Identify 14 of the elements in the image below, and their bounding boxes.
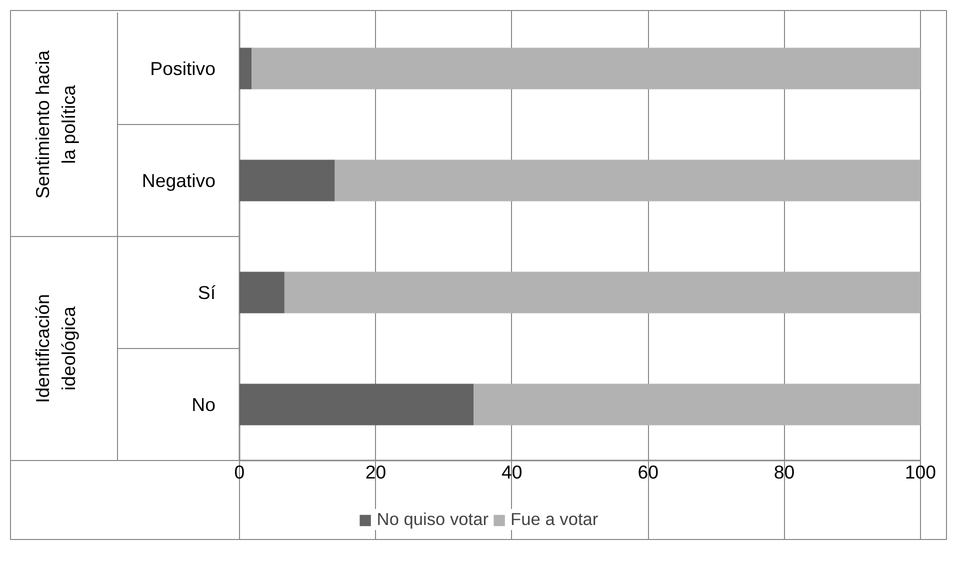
text: Sentimiento hacia la política <box>32 50 80 199</box>
y-tick-label: Positivo <box>150 58 216 79</box>
x-tick-label: 20 <box>365 462 386 482</box>
text: Identificación ideológica <box>32 294 80 403</box>
x-tick-label: 80 <box>774 462 795 482</box>
x-tick-label: 0 <box>234 462 245 482</box>
x-tick-label: 100 <box>904 462 936 482</box>
legend-label: Fue a votar <box>510 509 598 530</box>
legend-label: No quiso votar <box>376 509 489 530</box>
y-tick-label: No <box>192 394 216 415</box>
y-tick-label: Negativo <box>142 170 216 191</box>
x-tick-label: 60 <box>638 462 658 482</box>
y-tick-label: Sí <box>198 282 216 303</box>
x-tick-label: 40 <box>502 462 522 482</box>
